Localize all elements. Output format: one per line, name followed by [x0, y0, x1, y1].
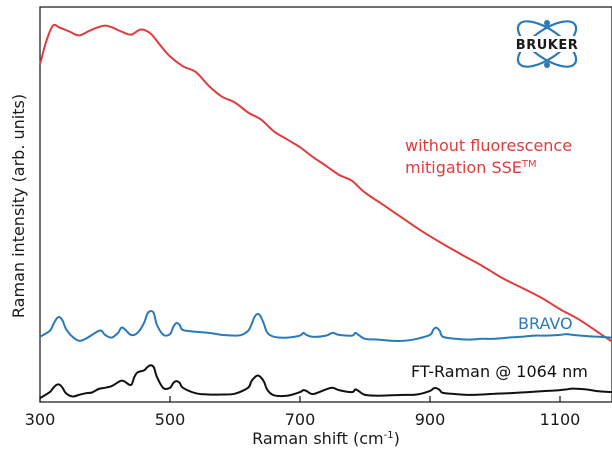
x-tick-layer: 300 500 700 900 1100 [25, 396, 581, 429]
x-axis-title-sup: -1 [384, 430, 394, 441]
x-axis-title: Raman shift (cm-1) [252, 429, 400, 448]
plot-frame [39, 6, 612, 403]
logo-dot-top [544, 20, 550, 26]
series-line-1 [39, 310, 612, 342]
x-tick-label: 500 [155, 410, 186, 429]
logo-dot-bottom [544, 62, 550, 68]
x-axis-title-main: Raman shift (cm [252, 429, 383, 448]
annotation-red-line1: without fluorescence [405, 136, 572, 155]
bruker-logo: BRUKER [512, 20, 582, 68]
x-tick-label: 900 [415, 410, 446, 429]
x-tick-label: 300 [25, 410, 56, 429]
logo-text: BRUKER [516, 38, 578, 53]
annotation-red-line2-sup: TM [521, 159, 537, 170]
annotation-red-line2-main: mitigation SSE [405, 158, 522, 177]
logo-ring-2 [516, 20, 578, 68]
x-axis-title-tail: ) [394, 429, 400, 448]
series-line-0 [39, 23, 612, 343]
y-axis-title: Raman intensity (arb. units) [9, 94, 28, 318]
annotation-red-line2: mitigation SSETM [405, 158, 537, 177]
series-line-2 [39, 364, 612, 399]
series-layer [39, 23, 612, 399]
logo-ring-1 [516, 20, 578, 68]
annotation-bravo: BRAVO [518, 314, 573, 333]
logo-text-bg [512, 36, 582, 52]
x-tick-label: 1100 [540, 410, 581, 429]
x-tick-label: 700 [285, 410, 316, 429]
annotation-ft-raman: FT-Raman @ 1064 nm [411, 362, 588, 381]
